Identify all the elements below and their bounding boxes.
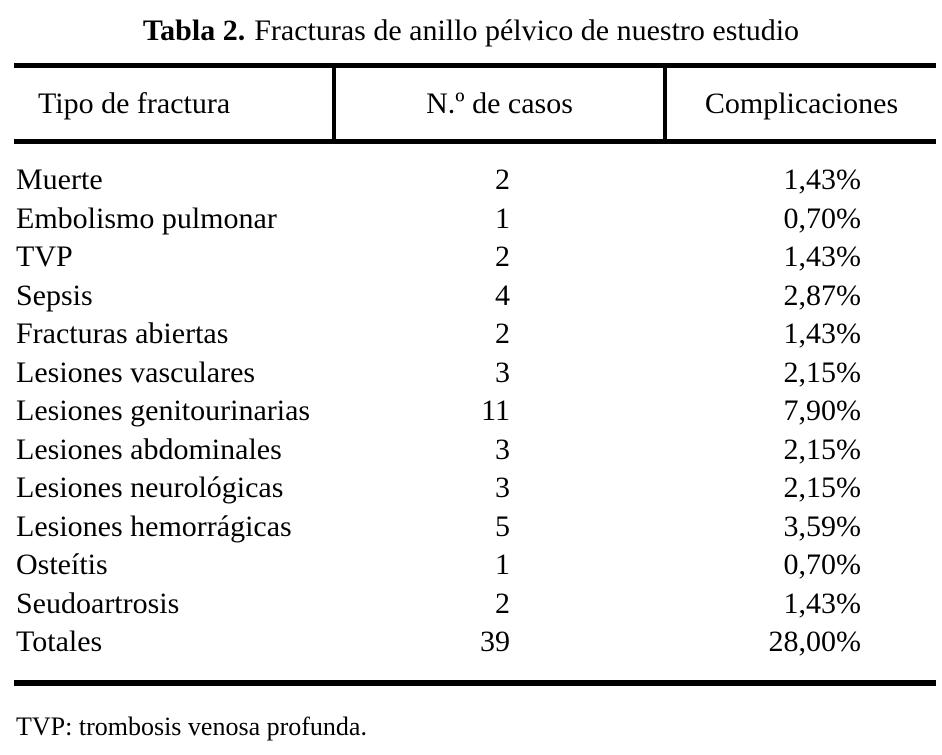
fracture-type-cell: Sepsis — [16, 278, 93, 312]
case-count-cell: 2 — [495, 163, 510, 197]
table-row: Fracturas abiertas 2 1,43% — [14, 315, 936, 354]
table-title-text: Fracturas de anillo pélvico de nuestro e… — [254, 14, 800, 47]
column-header-tipo-de-fractura: Tipo de fractura — [38, 86, 231, 120]
table-header-row: Tipo de fractura N.º de casos Complicaci… — [14, 68, 936, 139]
top-rule — [14, 63, 936, 68]
table-row: Embolismo pulmonar 1 0,70% — [14, 200, 936, 239]
table-row: Sepsis 4 2,87% — [14, 277, 936, 316]
fracture-type-cell: Muerte — [16, 163, 103, 197]
complication-rate-cell: 0,70% — [783, 201, 862, 235]
fracture-type-cell: Lesiones genitourinarias — [16, 394, 311, 428]
column-header-complicaciones: Complicaciones — [704, 86, 899, 120]
complication-rate-cell: 2,15% — [783, 355, 862, 389]
table: Tipo de fractura N.º de casos Complicaci… — [14, 63, 936, 742]
complication-rate-cell: 1,43% — [783, 240, 862, 274]
case-count-cell: 4 — [495, 278, 510, 312]
complication-rate-cell: 3,59% — [783, 509, 862, 543]
column-divider — [663, 68, 667, 139]
fracture-type-cell: Fracturas abiertas — [16, 317, 229, 351]
bottom-rule — [14, 679, 936, 686]
complication-rate-cell: 7,90% — [783, 394, 862, 428]
fracture-type-cell: Lesiones vasculares — [16, 355, 256, 389]
table-row: Lesiones vasculares 3 2,15% — [14, 354, 936, 393]
case-count-cell: 3 — [495, 355, 510, 389]
fracture-type-cell: Embolismo pulmonar — [16, 201, 277, 235]
table-row: TVP 2 1,43% — [14, 238, 936, 277]
case-count-cell: 1 — [495, 548, 510, 582]
table-row: Lesiones genitourinarias 11 7,90% — [14, 392, 936, 431]
fracture-type-cell: TVP — [16, 240, 73, 274]
case-count-cell: 2 — [495, 240, 510, 274]
complication-rate-cell: 1,43% — [783, 163, 862, 197]
table-row: Totales 39 28,00% — [14, 623, 936, 662]
case-count-cell: 2 — [495, 317, 510, 351]
fracture-type-cell: Seudoartrosis — [16, 586, 180, 620]
table-row: Lesiones abdominales 3 2,15% — [14, 431, 936, 470]
table-row: Osteítis 1 0,70% — [14, 546, 936, 585]
complication-rate-cell: 2,15% — [783, 471, 862, 505]
case-count-cell: 39 — [480, 625, 510, 659]
complication-rate-cell: 0,70% — [783, 548, 862, 582]
complication-rate-cell: 1,43% — [783, 586, 862, 620]
table-body: Muerte 2 1,43% Embolismo pulmonar 1 0,70% TVP 2… — [14, 144, 936, 662]
case-count-cell: 3 — [495, 432, 510, 466]
table-row: Seudoartrosis 2 1,43% — [14, 585, 936, 624]
column-header-numero-de-casos: N.º de casos — [426, 86, 573, 120]
complication-rate-cell: 2,15% — [783, 432, 862, 466]
table-title: Tabla 2. Fracturas de anillo pélvico de n… — [0, 13, 942, 49]
fracture-type-cell: Lesiones hemorrágicas — [16, 509, 292, 543]
table-title-label: Tabla 2. — [142, 14, 246, 47]
complication-rate-cell: 2,87% — [783, 278, 862, 312]
case-count-cell: 3 — [495, 471, 510, 505]
column-divider — [332, 68, 336, 139]
complication-rate-cell: 28,00% — [768, 625, 862, 659]
fracture-type-cell: Lesiones neurológicas — [16, 471, 284, 505]
case-count-cell: 5 — [495, 509, 510, 543]
case-count-cell: 1 — [495, 201, 510, 235]
table-row: Lesiones hemorrágicas 5 3,59% — [14, 508, 936, 547]
complication-rate-cell: 1,43% — [783, 317, 862, 351]
table-row: Lesiones neurológicas 3 2,15% — [14, 469, 936, 508]
table-row: Muerte 2 1,43% — [14, 161, 936, 200]
case-count-cell: 2 — [495, 586, 510, 620]
table-footnote: TVP: trombosis venosa profunda. — [16, 711, 367, 741]
header-rule — [14, 139, 936, 144]
case-count-cell: 11 — [481, 394, 510, 428]
fracture-type-cell: Osteítis — [16, 548, 108, 582]
fracture-type-cell: Totales — [16, 625, 103, 659]
fracture-type-cell: Lesiones abdominales — [16, 432, 282, 466]
